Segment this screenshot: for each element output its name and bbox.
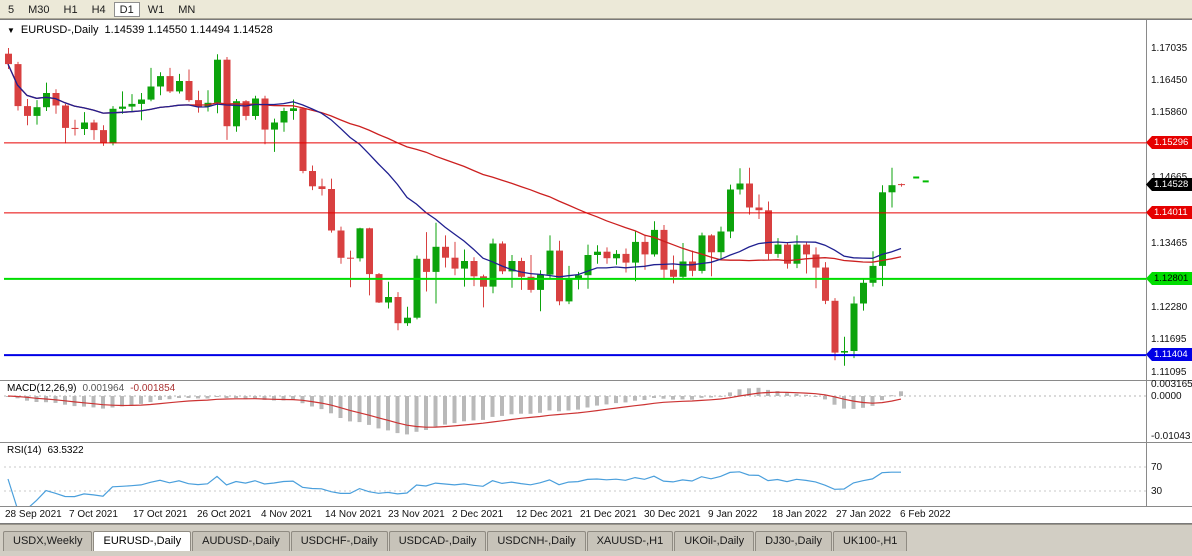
date-label: 30 Dec 2021 bbox=[644, 509, 701, 520]
date-label: 28 Sep 2021 bbox=[5, 509, 62, 520]
price-axis-label: 1.17035 bbox=[1151, 43, 1188, 54]
timeframe-button-5[interactable]: 5 bbox=[8, 3, 15, 16]
rsi-label: RSI(14) 63.5322 bbox=[7, 445, 84, 456]
chart-tab[interactable]: DJ30-,Daily bbox=[755, 531, 832, 551]
rsi-name: RSI(14) bbox=[7, 445, 42, 456]
timeframe-button-h4[interactable]: H4 bbox=[91, 3, 106, 16]
price-level-badge: 1.15296 bbox=[1146, 136, 1192, 149]
price-axis-separator bbox=[1146, 20, 1147, 506]
rsi-panel-canvas[interactable] bbox=[0, 442, 1192, 506]
symbol-period-text: EURUSD-,Daily bbox=[20, 24, 99, 36]
chart-tab[interactable]: USDCAD-,Daily bbox=[388, 531, 487, 551]
timeframe-button-m30[interactable]: M30 bbox=[28, 3, 50, 16]
chart-tab[interactable]: USDCNH-,Daily bbox=[487, 531, 586, 551]
price-level-badge: 1.14011 bbox=[1146, 206, 1192, 219]
chart-tab[interactable]: XAUUSD-,H1 bbox=[586, 531, 674, 551]
macd-name: MACD(12,26,9) bbox=[7, 383, 77, 394]
macd-panel-canvas[interactable] bbox=[0, 380, 1192, 442]
timeframe-button-mn[interactable]: MN bbox=[178, 3, 196, 16]
price-axis-label: 1.14665 bbox=[1151, 172, 1188, 183]
chart-tab-bar: USDX,Weekly EURUSD-,Daily AUDUSD-,Daily USD… bbox=[0, 524, 1192, 556]
macd-axis-label: 0.003165 bbox=[1151, 379, 1192, 390]
chart-tab[interactable]: USDCHF-,Daily bbox=[290, 531, 388, 551]
price-level-badge: 1.11404 bbox=[1146, 348, 1192, 361]
macd-axis-label: 0.0000 bbox=[1151, 391, 1182, 402]
chart-tab[interactable]: USDX,Weekly bbox=[3, 531, 93, 551]
rsi-axis-label: 30 bbox=[1151, 486, 1163, 497]
date-label: 21 Dec 2021 bbox=[580, 509, 637, 520]
chart-window: ▼ EURUSD-,Daily 1.14539 1.14550 1.14494 … bbox=[0, 19, 1192, 524]
date-label: 23 Nov 2021 bbox=[388, 509, 445, 520]
macd-label: MACD(12,26,9) 0.001964 -0.001854 bbox=[7, 383, 175, 394]
price-axis-label: 1.11695 bbox=[1151, 334, 1187, 345]
rsi-panel-separator[interactable] bbox=[0, 442, 1192, 443]
timeframe-toolbar: 5 M30 H1 H4 D1 W1 MN bbox=[0, 0, 1192, 19]
chart-tab[interactable]: EURUSD-,Daily bbox=[93, 531, 192, 551]
symbol-dropdown-icon[interactable]: ▼ bbox=[7, 25, 15, 35]
date-label: 17 Oct 2021 bbox=[133, 509, 188, 520]
date-label: 7 Oct 2021 bbox=[69, 509, 118, 520]
chart-tab[interactable]: AUDUSD-,Daily bbox=[192, 531, 290, 551]
price-axis-label: 1.16450 bbox=[1151, 75, 1188, 86]
price-level-badge: 1.14528 bbox=[1146, 178, 1192, 191]
price-level-badge: 1.12801 bbox=[1146, 272, 1192, 285]
date-label: 9 Jan 2022 bbox=[708, 509, 758, 520]
rsi-axis-label: 70 bbox=[1151, 462, 1163, 473]
timeframe-button-w1[interactable]: W1 bbox=[147, 3, 165, 16]
chart-tab[interactable]: UK100-,H1 bbox=[832, 531, 908, 551]
date-label: 4 Nov 2021 bbox=[261, 509, 313, 520]
timeframe-button-h1[interactable]: H1 bbox=[63, 3, 78, 16]
date-label: 12 Dec 2021 bbox=[516, 509, 573, 520]
price-axis-label: 1.12280 bbox=[1151, 302, 1188, 313]
date-label: 26 Oct 2021 bbox=[197, 509, 252, 520]
price-axis-label: 1.15860 bbox=[1151, 107, 1188, 118]
date-label: 14 Nov 2021 bbox=[325, 509, 382, 520]
time-axis-separator bbox=[0, 506, 1192, 507]
date-label: 2 Dec 2021 bbox=[452, 509, 504, 520]
chart-tab[interactable]: UKOil-,Daily bbox=[674, 531, 755, 551]
macd-main-value: 0.001964 bbox=[82, 383, 125, 394]
ohlc-values: 1.14539 1.14550 1.14494 1.14528 bbox=[104, 24, 273, 36]
rsi-value: 63.5322 bbox=[47, 445, 84, 456]
macd-signal-value: -0.001854 bbox=[130, 383, 176, 394]
price-chart-canvas[interactable] bbox=[0, 20, 1192, 380]
chart-symbol-label: ▼ EURUSD-,Daily 1.14539 1.14550 1.14494 … bbox=[7, 24, 273, 36]
timeframe-button-d1[interactable]: D1 bbox=[113, 1, 140, 17]
price-axis-label: 1.13465 bbox=[1151, 238, 1188, 249]
date-label: 6 Feb 2022 bbox=[900, 509, 951, 520]
date-label: 27 Jan 2022 bbox=[836, 509, 892, 520]
date-label: 18 Jan 2022 bbox=[772, 509, 828, 520]
macd-panel-separator[interactable] bbox=[0, 380, 1192, 381]
price-axis-label: 1.11095 bbox=[1151, 367, 1187, 378]
macd-axis-label: -0.01043 bbox=[1151, 431, 1191, 442]
